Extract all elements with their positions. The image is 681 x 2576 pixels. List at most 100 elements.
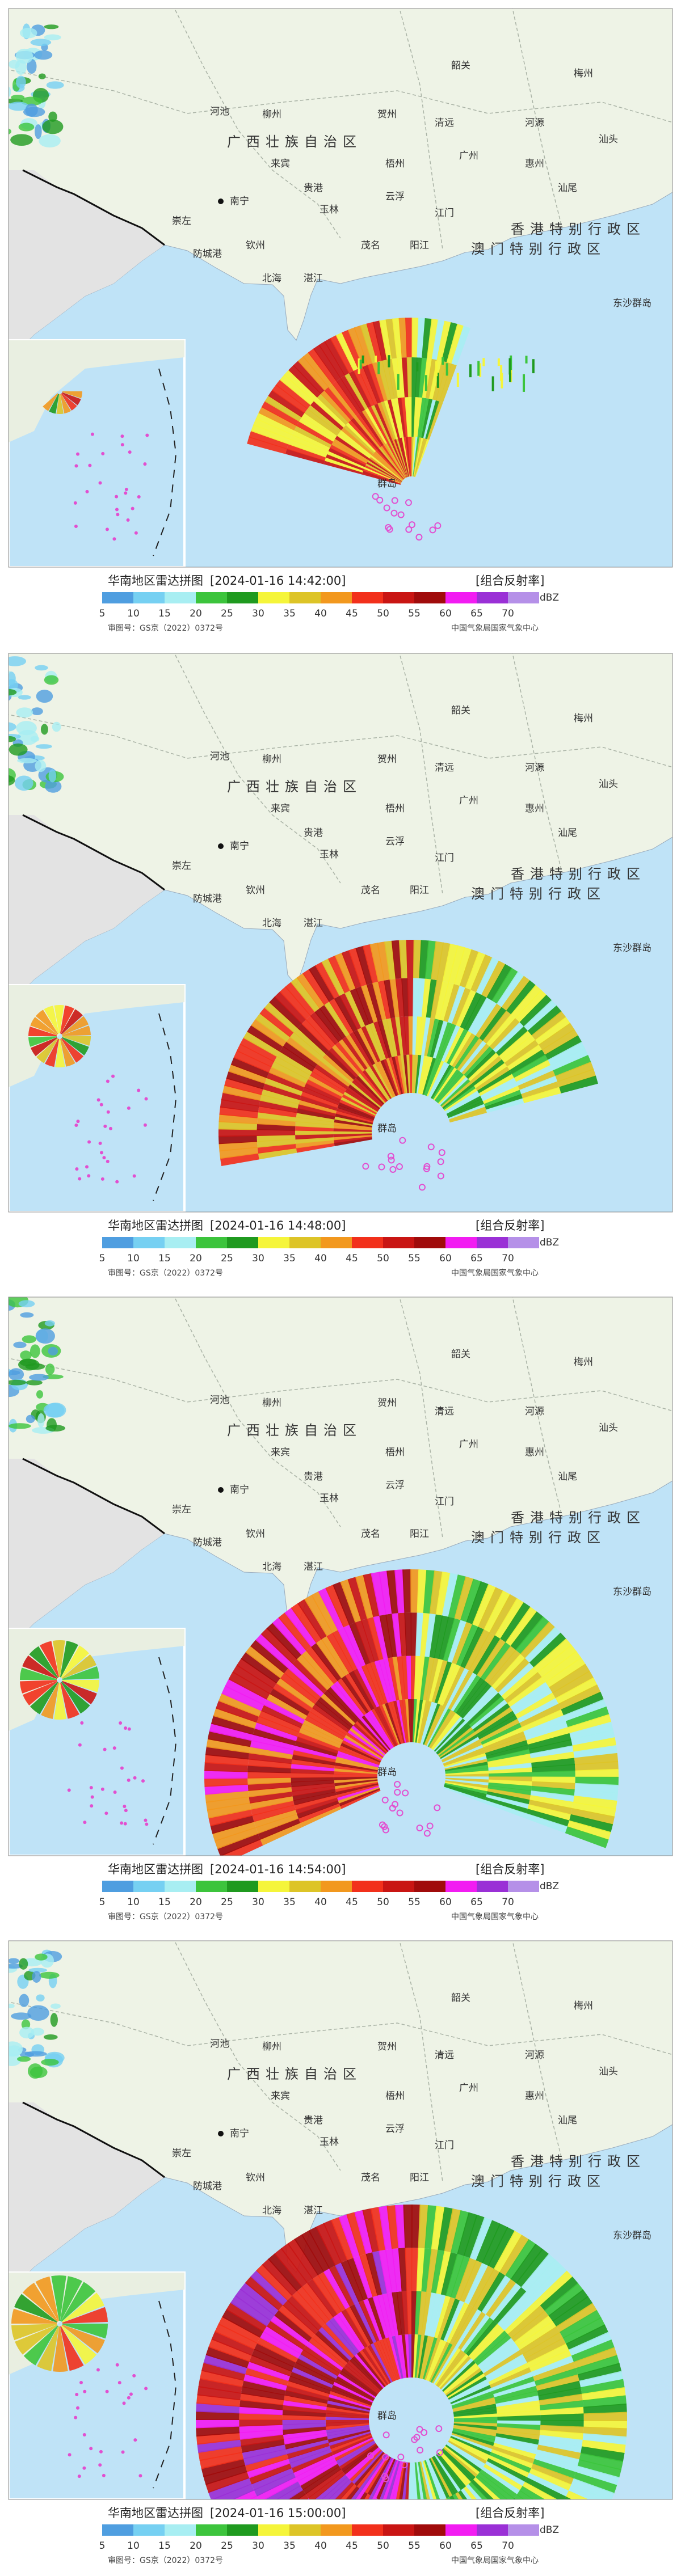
radar-echo (387, 399, 401, 439)
radar-echo (392, 2291, 402, 2336)
radar-echo (413, 2334, 419, 2378)
legend-swatch (165, 592, 196, 603)
radar-echo (333, 1127, 372, 1132)
map-label: 贵港 (304, 1471, 323, 1483)
radar-echo (330, 1683, 362, 1720)
radar-echo (203, 2354, 247, 2375)
radar-echo (328, 383, 357, 418)
radar-echo (257, 2337, 299, 2363)
radar-echo (375, 1062, 395, 1098)
radar-echo (411, 2334, 415, 2378)
radar-echo (319, 1004, 347, 1040)
radar-echo (403, 1016, 410, 1055)
radar-echo (453, 2410, 497, 2417)
radar-echo (438, 2451, 469, 2487)
map-label: 茂名 (361, 1528, 380, 1540)
radar-echo (197, 2439, 241, 2453)
radar-echo (539, 2393, 583, 2406)
radar-echo (261, 400, 300, 426)
radar-echo (221, 1685, 264, 1711)
radar-echo (224, 1078, 263, 1095)
radar-echo (297, 1023, 330, 1054)
radar-echo (359, 360, 362, 369)
radar-echo (385, 2249, 398, 2293)
radar-echo (289, 1032, 323, 1061)
radar-echo (198, 2377, 243, 2394)
boundary (9, 714, 672, 768)
radar-echo (413, 1699, 418, 1743)
radar-echo (379, 2459, 397, 2499)
radar-echo (535, 2270, 574, 2307)
island (367, 2452, 375, 2460)
radar-echo (472, 1000, 498, 1036)
radar-echo (444, 1784, 487, 1798)
legend-swatch (133, 592, 165, 603)
radar-echo (444, 1762, 488, 1772)
radar-echo (329, 2433, 372, 2450)
radar-echo (334, 1138, 373, 1146)
radar-echo (295, 1130, 334, 1135)
legend-tick: 15 (158, 1253, 171, 1264)
legend-swatch (414, 1881, 445, 1892)
radar-echo (477, 1070, 512, 1094)
radar-echo (257, 1117, 296, 1126)
radar-echo (334, 1773, 378, 1777)
boundary (512, 1941, 562, 2160)
map-label: 清远 (435, 762, 454, 774)
radar-echo (577, 2459, 622, 2478)
radar-echo (205, 1796, 250, 1811)
radar-echo (527, 2343, 569, 2368)
legend-swatch (196, 1237, 227, 1248)
radar-echo (419, 2336, 432, 2379)
inset-echo (60, 1038, 75, 1067)
inset-island (100, 1787, 104, 1791)
radar-echo (433, 1067, 457, 1101)
radar-echo (339, 1099, 376, 1117)
radar-echo (471, 1699, 508, 1730)
map-label: 湛江 (304, 918, 323, 929)
radar-echo (436, 373, 439, 388)
radar-echo (343, 1091, 378, 1113)
radar-echo (452, 2431, 494, 2447)
radar-echo (423, 1703, 441, 1745)
radar-echo (306, 2278, 338, 2318)
echo (17, 2056, 31, 2062)
inset-echo (14, 2294, 58, 2323)
echo (39, 134, 61, 147)
radar-echo (442, 2448, 476, 2480)
legend-swatch (289, 592, 321, 603)
radar-echo (427, 2340, 447, 2381)
radar-echo (341, 427, 373, 455)
radar-echo (207, 1802, 251, 1819)
echo (16, 721, 37, 736)
radar-echo (389, 2461, 402, 2499)
radar-echo (492, 2446, 535, 2465)
island (423, 1163, 431, 1170)
map-label: 湛江 (304, 2205, 323, 2216)
radar-echo (427, 319, 439, 359)
radar-echo (497, 2426, 540, 2436)
inset-island (100, 1177, 104, 1181)
radar-echo (419, 2461, 430, 2499)
inset-island (88, 463, 92, 467)
radar-echo (286, 1036, 321, 1065)
radar-echo (204, 1784, 249, 1795)
radar-echo (451, 2391, 494, 2408)
radar-echo (405, 437, 411, 477)
radar-echo (365, 2252, 383, 2296)
inset-echo (62, 1036, 91, 1046)
island (434, 1804, 441, 1811)
radar-echo (480, 1642, 511, 1681)
radar-echo (314, 1008, 343, 1042)
radar-echo (282, 2423, 326, 2430)
legend-swatch (258, 2524, 289, 2536)
map-label: 阳江 (410, 1528, 429, 1540)
legend-tick: 25 (221, 608, 233, 619)
radar-echo (491, 968, 519, 1004)
radar-echo (502, 1035, 536, 1063)
radar-echo (304, 1083, 341, 1103)
radar-echo (379, 2339, 398, 2381)
map-label: 茂名 (361, 2172, 380, 2184)
radar-echo (347, 2360, 381, 2392)
legend-tick: 35 (283, 1253, 296, 1264)
